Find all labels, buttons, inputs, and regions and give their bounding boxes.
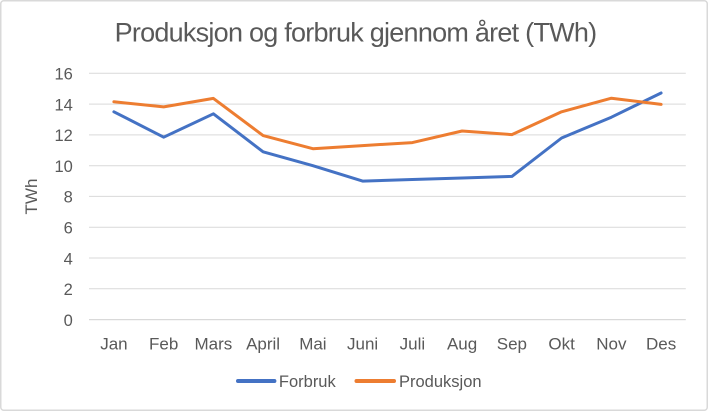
svg-text:Nov: Nov <box>596 335 627 354</box>
svg-text:8: 8 <box>64 189 73 207</box>
svg-text:Juni: Juni <box>347 335 378 354</box>
svg-text:Produksjon: Produksjon <box>399 373 482 391</box>
svg-text:Produksjon og forbruk gjennom: Produksjon og forbruk gjennom året (TWh) <box>115 17 597 47</box>
svg-text:6: 6 <box>64 220 73 238</box>
svg-text:0: 0 <box>64 312 73 330</box>
svg-text:Juli: Juli <box>400 335 426 354</box>
svg-text:Feb: Feb <box>149 335 178 354</box>
svg-text:Jan: Jan <box>100 335 127 354</box>
svg-text:16: 16 <box>54 66 72 84</box>
svg-text:Aug: Aug <box>447 335 477 354</box>
svg-text:Des: Des <box>646 335 676 354</box>
svg-text:April: April <box>246 335 280 354</box>
svg-text:TWh: TWh <box>22 179 41 215</box>
svg-text:2: 2 <box>64 281 73 299</box>
svg-text:Mars: Mars <box>195 335 233 354</box>
svg-text:4: 4 <box>64 250 73 268</box>
svg-text:Sep: Sep <box>497 335 527 354</box>
svg-text:12: 12 <box>54 127 72 145</box>
svg-text:Okt: Okt <box>548 335 575 354</box>
svg-text:10: 10 <box>54 158 72 176</box>
svg-text:Mai: Mai <box>299 335 326 354</box>
svg-text:14: 14 <box>54 96 72 114</box>
svg-text:Forbruk: Forbruk <box>279 373 337 391</box>
